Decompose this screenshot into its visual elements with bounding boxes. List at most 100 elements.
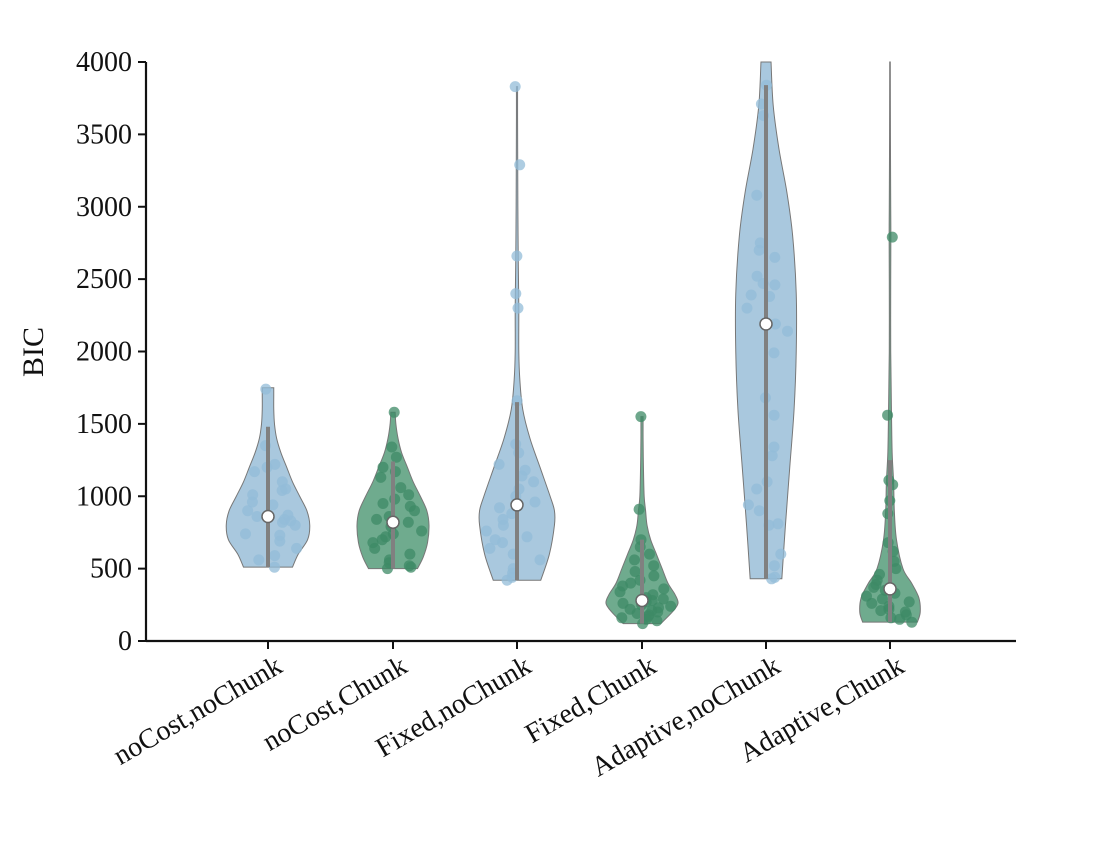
data-point [402, 516, 414, 528]
data-point [267, 499, 279, 511]
data-point [629, 566, 641, 577]
median-marker [883, 582, 897, 596]
data-point [769, 571, 781, 583]
data-point [493, 458, 505, 470]
y-tick-label: 2000 [76, 337, 132, 368]
data-point [875, 605, 887, 617]
violins-layer [225, 61, 921, 625]
data-point [768, 441, 780, 453]
data-point [388, 406, 400, 418]
data-point [269, 458, 281, 470]
data-point [635, 411, 647, 423]
data-point [249, 466, 260, 478]
y-tick-label: 500 [90, 554, 132, 585]
data-point [751, 189, 763, 201]
y-tick-label: 2500 [76, 264, 132, 295]
data-point [775, 548, 787, 560]
data-point [647, 589, 659, 601]
data-point [754, 237, 766, 249]
data-point [653, 602, 664, 614]
data-point [768, 347, 780, 359]
median-marker [386, 515, 400, 530]
data-point [665, 600, 677, 612]
data-point [390, 451, 402, 463]
data-point [514, 159, 526, 171]
x-tick-label: noCost,noChunk [108, 650, 287, 771]
data-point [657, 593, 669, 605]
data-point [644, 548, 655, 560]
data-point [745, 289, 757, 301]
data-point [274, 529, 286, 541]
violin-adaptive-chunk [859, 61, 921, 623]
data-point [403, 489, 415, 501]
data-point [240, 528, 251, 540]
y-tick-label: 1500 [76, 409, 132, 440]
data-point [534, 554, 546, 566]
data-point [753, 505, 765, 517]
data-point [633, 503, 645, 515]
y-axis-title: BIC [17, 327, 50, 377]
data-point [528, 476, 540, 488]
data-point [629, 554, 640, 566]
data-point [769, 279, 781, 291]
x-ticks: noCost,noChunknoCost,ChunkFixed,noChunkF… [108, 641, 910, 783]
data-point [253, 554, 265, 566]
data-point [260, 383, 272, 395]
data-point [404, 500, 416, 512]
y-tick-label: 1000 [76, 481, 132, 512]
data-point [282, 509, 294, 521]
y-tick-label: 3500 [76, 119, 132, 150]
data-point [480, 525, 492, 537]
data-point [377, 461, 389, 473]
data-point [874, 568, 885, 580]
y-tick-label: 4000 [76, 47, 132, 78]
data-point [882, 409, 894, 421]
data-point [742, 499, 754, 511]
data-point [861, 590, 872, 602]
data-point [903, 596, 915, 608]
data-point [484, 542, 496, 554]
median-marker [635, 593, 649, 608]
data-point [509, 81, 521, 93]
data-point [251, 511, 263, 522]
data-point [247, 489, 259, 501]
data-point [521, 531, 533, 543]
data-point [616, 612, 628, 624]
data-point [371, 513, 383, 525]
data-point [651, 615, 663, 627]
data-point [625, 577, 637, 589]
data-point [404, 548, 416, 560]
data-point [511, 250, 523, 262]
data-point [512, 302, 524, 314]
data-point [367, 537, 379, 549]
data-point [242, 505, 254, 517]
data-point [510, 288, 522, 300]
y-tick-label: 0 [118, 626, 132, 657]
data-point [395, 482, 407, 494]
data-point [751, 483, 763, 495]
data-point [768, 560, 780, 572]
median-marker [261, 509, 275, 524]
data-point [741, 302, 753, 314]
data-point [876, 593, 888, 605]
data-point [769, 318, 781, 330]
data-point [291, 542, 303, 554]
y-ticks: 0 500 1000 1500 2000 2500 3000 3500 4000 [76, 47, 146, 657]
data-point [772, 518, 784, 530]
data-point [648, 560, 660, 572]
data-point [769, 251, 781, 263]
y-tick-label: 3000 [76, 192, 132, 223]
data-point [782, 325, 793, 337]
data-point [375, 471, 387, 483]
median-marker [510, 498, 524, 512]
data-point [497, 513, 509, 525]
data-point [529, 496, 541, 508]
data-point [269, 561, 280, 573]
data-point [519, 464, 531, 476]
data-point [899, 606, 911, 618]
data-point [269, 550, 281, 562]
data-point [377, 498, 389, 509]
data-point [489, 534, 501, 546]
